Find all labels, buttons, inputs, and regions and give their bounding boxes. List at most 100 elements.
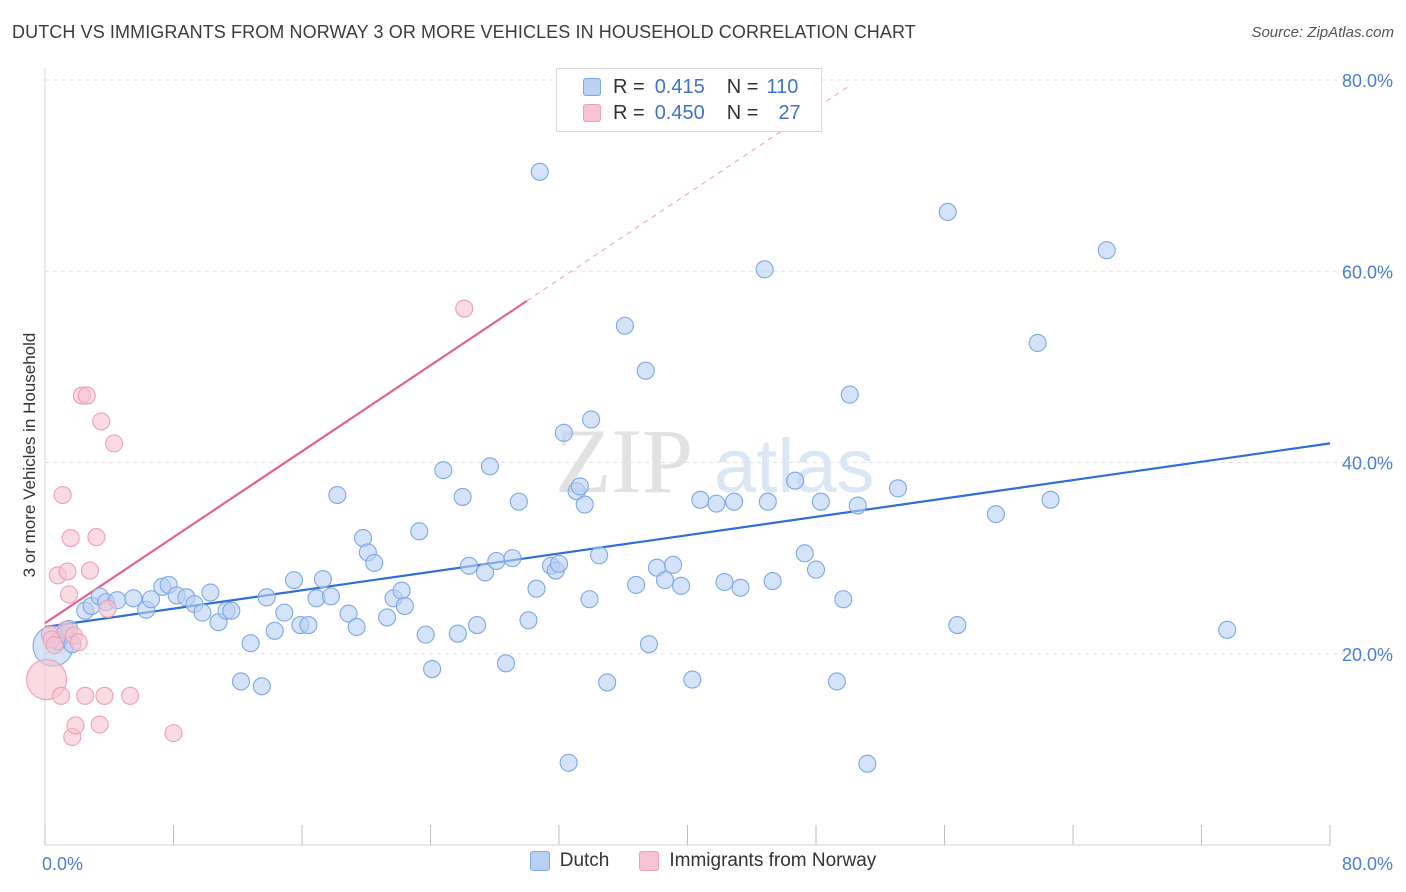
dutch-point bbox=[476, 563, 495, 582]
legend-row-norway: R = 0.450 N = 27 bbox=[557, 100, 801, 126]
dutch-point bbox=[252, 677, 271, 696]
norway-point bbox=[52, 686, 71, 705]
dutch-point bbox=[257, 588, 276, 607]
watermark-atlas: atlas bbox=[714, 424, 875, 509]
dutch-point bbox=[222, 601, 241, 620]
norway-point bbox=[60, 585, 79, 604]
norway-point bbox=[77, 386, 96, 405]
norway-point bbox=[92, 412, 111, 431]
dutch-point bbox=[328, 485, 347, 505]
dutch-point bbox=[496, 654, 516, 673]
dutch-point bbox=[487, 551, 506, 571]
dutch-point bbox=[365, 553, 384, 572]
dutch-point bbox=[725, 492, 744, 511]
dutch-point bbox=[786, 471, 805, 490]
dutch-point bbox=[275, 603, 294, 622]
dutch-point bbox=[530, 162, 549, 181]
dutch-point bbox=[691, 490, 710, 509]
dutch-point bbox=[434, 461, 453, 480]
dutch-point bbox=[806, 560, 826, 579]
dutch-point bbox=[755, 260, 774, 279]
legend-n-label: N = bbox=[726, 101, 759, 124]
dutch-point bbox=[1041, 490, 1060, 509]
trendline-norway bbox=[44, 299, 528, 625]
legend-swatch-norway bbox=[583, 104, 601, 122]
dutch-point bbox=[549, 554, 569, 573]
dutch-point bbox=[707, 494, 726, 513]
dutch-point bbox=[627, 575, 646, 594]
y-tick-label: 40.0% bbox=[1342, 454, 1393, 474]
norway-point bbox=[53, 485, 72, 505]
y-tick-label: 20.0% bbox=[1342, 645, 1393, 665]
legend-r-value: 0.415 bbox=[654, 75, 705, 98]
dutch-point bbox=[509, 492, 528, 511]
dutch-point bbox=[840, 385, 859, 404]
dutch-point bbox=[392, 581, 411, 600]
norway-point bbox=[45, 636, 64, 655]
dutch-point bbox=[858, 754, 877, 773]
dutch-point bbox=[758, 492, 777, 511]
norway-point bbox=[87, 528, 106, 547]
norway-point bbox=[105, 434, 124, 453]
norway-point bbox=[95, 686, 114, 705]
legend-n-label: N = bbox=[726, 75, 759, 98]
dutch-point bbox=[459, 556, 479, 575]
dutch-point bbox=[827, 672, 846, 691]
dutch-point bbox=[580, 590, 599, 609]
grid-lines bbox=[45, 79, 1393, 655]
dutch-point bbox=[193, 603, 212, 622]
norway-point bbox=[76, 686, 95, 705]
dutch-point bbox=[241, 634, 260, 653]
legend-label-dutch: Dutch bbox=[559, 850, 610, 871]
dutch-point bbox=[888, 479, 907, 498]
dutch-point bbox=[986, 505, 1005, 524]
dutch-point bbox=[582, 410, 601, 429]
x-tick-label: 80.0% bbox=[1342, 854, 1393, 874]
dutch-point bbox=[410, 522, 429, 541]
norway-point bbox=[455, 299, 474, 318]
dutch-point bbox=[938, 202, 957, 222]
norway-point bbox=[80, 561, 100, 580]
dutch-point bbox=[795, 544, 814, 563]
legend-swatch-dutch bbox=[583, 78, 601, 96]
dutch-point bbox=[423, 659, 442, 679]
dutch-point bbox=[834, 590, 853, 609]
dutch-point bbox=[201, 583, 220, 602]
dutch-point bbox=[313, 570, 332, 589]
dutch-point bbox=[339, 604, 358, 623]
dutch-point bbox=[575, 495, 594, 514]
dutch-point bbox=[124, 589, 143, 608]
norway-point bbox=[90, 715, 109, 734]
norway-point bbox=[61, 528, 80, 548]
trend-lines bbox=[44, 86, 1331, 629]
dutch-point bbox=[468, 616, 487, 635]
dutch-point bbox=[503, 549, 522, 568]
chart-title: DUTCH VS IMMIGRANTS FROM NORWAY 3 OR MOR… bbox=[12, 22, 916, 42]
tick-labels: 20.0% 40.0% 60.0% 80.0% 0.0% 80.0% bbox=[42, 71, 1393, 874]
dutch-point bbox=[453, 487, 472, 506]
axes bbox=[44, 68, 1331, 846]
dutch-point bbox=[519, 611, 538, 630]
dutch-point bbox=[948, 616, 967, 635]
norway-point bbox=[98, 599, 117, 618]
dutch-point bbox=[448, 624, 467, 643]
norway-point bbox=[66, 716, 85, 735]
dutch-point bbox=[763, 572, 782, 591]
legend-item-norway: Immigrants from Norway bbox=[639, 850, 876, 872]
legend-item-dutch: Dutch bbox=[529, 850, 610, 872]
legend-n-value: 110 bbox=[766, 75, 799, 98]
dutch-point bbox=[570, 477, 589, 496]
dutch-point bbox=[598, 673, 617, 692]
legend-swatch-norway bbox=[639, 851, 660, 871]
dutch-point bbox=[347, 617, 366, 637]
dutch-point bbox=[615, 316, 634, 335]
legend-label-norway: Immigrants from Norway bbox=[669, 850, 877, 871]
series-legend: Dutch Immigrants from Norway bbox=[0, 850, 1406, 872]
legend-n-value: 27 bbox=[778, 101, 801, 124]
dutch-point bbox=[636, 361, 655, 380]
dutch-point bbox=[559, 753, 578, 772]
dutch-point bbox=[265, 621, 284, 640]
dutch-point bbox=[715, 572, 734, 592]
dutch-point bbox=[639, 635, 659, 654]
